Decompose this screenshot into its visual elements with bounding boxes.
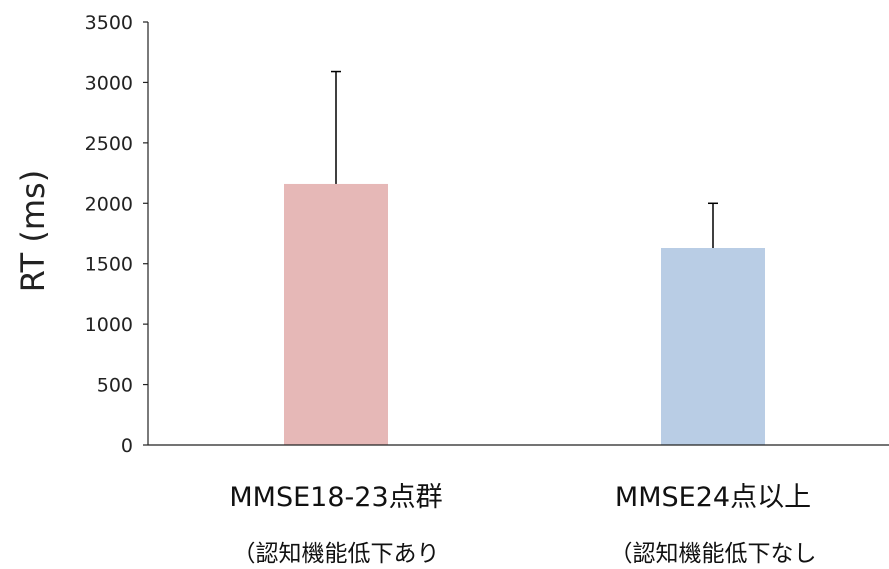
y-tick-label: 1500	[85, 254, 133, 276]
category-label: MMSE18-23点群	[229, 482, 442, 513]
y-tick-label: 500	[97, 375, 133, 397]
y-tick-label: 3000	[85, 72, 133, 94]
y-axis: 0 500 1000 1500 2000 2500 3000 3500	[85, 12, 149, 457]
y-tick-label: 3500	[85, 12, 133, 34]
y-axis-label: RT (ms)	[14, 170, 52, 292]
category-sublabel: （認知機能低下あり	[233, 541, 440, 567]
y-tick-label: 0	[121, 435, 133, 457]
bars	[284, 183, 765, 445]
error-bars	[331, 70, 718, 249]
bar	[284, 183, 388, 445]
category-label: MMSE24点以上	[615, 482, 811, 513]
y-tick-label: 1000	[85, 314, 133, 336]
category-sublabel: （認知機能低下なし	[610, 541, 817, 567]
y-tick-label: 2500	[85, 133, 133, 155]
bar	[661, 248, 765, 445]
category-labels: MMSE18-23点群 （認知機能低下あり MMSE24点以上 （認知機能低下なし	[229, 482, 816, 567]
y-tick-label: 2000	[85, 193, 133, 215]
